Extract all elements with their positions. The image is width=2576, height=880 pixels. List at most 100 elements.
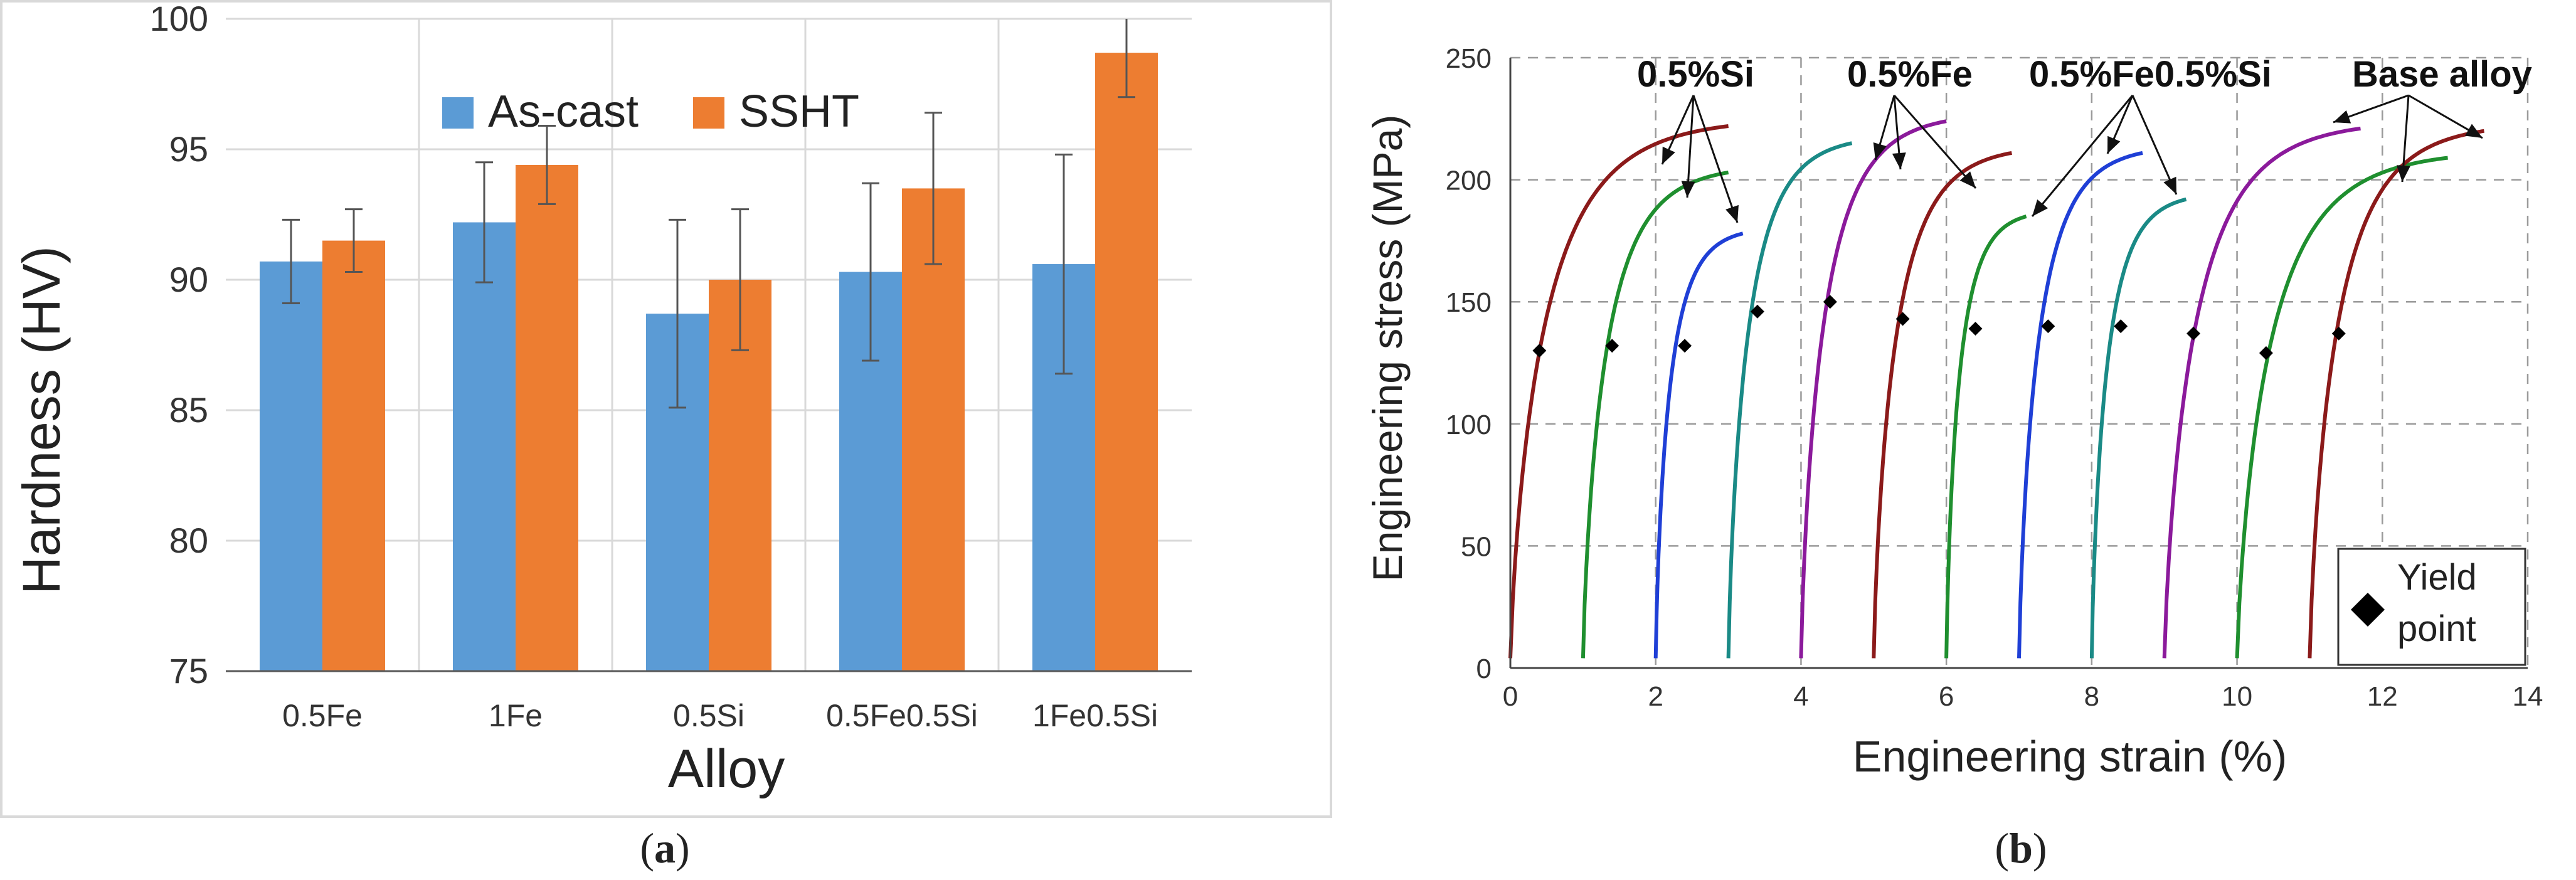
- panel-b-y-tick-label: 100: [1446, 410, 1492, 440]
- yield-point-marker: [1605, 339, 1619, 353]
- panel-a-y-ticks: 75 80 85 90 95 100: [150, 0, 208, 691]
- panel-b-legend: Yield point: [2337, 548, 2526, 666]
- bar-ssht-0.5fe: [322, 240, 385, 672]
- yield-point-marker: [1678, 339, 1692, 353]
- panel-b-x-tick-label: 2: [1648, 681, 1663, 712]
- panel-a-y-tick-label: 95: [169, 129, 208, 169]
- panel-b-y-tick-label: 150: [1446, 287, 1492, 318]
- panel-b-x-tick-label: 10: [2222, 681, 2252, 712]
- annotation-base-alloy: Base alloy: [2352, 54, 2532, 95]
- yield-point-marker: [1532, 344, 1547, 358]
- panel-b-gridlines: [1510, 56, 2529, 668]
- yield-point-marker: [2331, 326, 2346, 341]
- legend-label-as-cast: As-cast: [488, 87, 639, 137]
- annotation-0-5-si: 0.5%Si: [1637, 54, 1754, 95]
- annotation-arrow-line: [2031, 95, 2134, 217]
- bar-ssht-1fe: [516, 164, 578, 672]
- annotation-arrow-line: [2131, 95, 2178, 195]
- annotation-arrowhead-icon: [1725, 204, 1739, 223]
- bar-ssht-1fe0.5si: [1095, 53, 1158, 671]
- panel-b-y-tick-label: 250: [1446, 43, 1492, 74]
- panel-a-y-tick-label: 85: [169, 390, 208, 430]
- stress-strain-curve: [1508, 124, 1729, 659]
- panel-a-x-tick-label: 1Fe0.5Si: [1032, 698, 1158, 733]
- panel-b-stress-strain-chart: 0 50 100 150 200 250 0 2 4 6 8 10 12 14 Engineering …: [1364, 43, 2543, 872]
- panel-a-gridlines: [226, 18, 1192, 671]
- panel-a-x-tick-label: 0.5Fe0.5Si: [826, 698, 978, 733]
- annotation-arrowhead-icon: [1892, 152, 1906, 169]
- annotation-arrowhead-icon: [1681, 181, 1695, 198]
- panel-a-y-tick-label: 100: [150, 0, 208, 38]
- yield-point-marker: [2114, 319, 2128, 334]
- panel-a-x-tick-label: 0.5Fe: [282, 698, 363, 733]
- bar-as-cast-0.5fe: [260, 261, 322, 671]
- annotation-arrow-line: [1686, 95, 1695, 198]
- annotation-arrowhead-icon: [2333, 110, 2351, 124]
- panel-b-x-tick-label: 0: [1503, 681, 1518, 712]
- panel-a-y-tick-label: 75: [169, 651, 208, 691]
- panel-a-x-tick-label: 0.5Si: [673, 698, 745, 733]
- panel-b-x-tick-label: 12: [2367, 681, 2398, 712]
- stress-strain-curve: [2162, 126, 2361, 659]
- annotation-0-5-fe-0-5-si: 0.5%Fe0.5%Si: [2029, 54, 2272, 95]
- stress-strain-curve: [1726, 141, 1853, 659]
- panel-b-y-tick-label: 50: [1461, 531, 1492, 562]
- legend-swatch-as-cast: [442, 97, 474, 129]
- annotation-arrowhead-icon: [2032, 199, 2049, 216]
- stress-strain-curve: [2017, 151, 2143, 659]
- panel-a-y-tick-label: 80: [169, 521, 208, 560]
- panel-b-x-tick-label: 8: [2084, 681, 2099, 712]
- annotation-arrowhead-icon: [2396, 165, 2410, 182]
- panel-a-frame: [0, 0, 1332, 818]
- yield-point-marker: [2186, 326, 2201, 341]
- annotation-arrowhead-icon: [1873, 142, 1887, 160]
- panel-b-yield-markers: [1532, 295, 2346, 360]
- stress-strain-curve: [1872, 151, 2013, 659]
- panel-b-caption-letter: b: [2009, 824, 2033, 872]
- panel-a-bars: [260, 19, 1158, 672]
- panel-b-y-tick-label: 0: [1476, 654, 1492, 684]
- bar-ssht-0.5fe0.5si: [902, 188, 965, 671]
- stress-strain-curve: [1944, 215, 2028, 659]
- panel-a-x-ticks: 0.5Fe 1Fe 0.5Si 0.5Fe0.5Si 1Fe0.5Si: [282, 698, 1158, 733]
- bar-as-cast-1fe: [453, 222, 516, 672]
- annotation-arrowhead-icon: [2107, 135, 2121, 154]
- panel-b-y-tick-label: 200: [1446, 166, 1492, 196]
- annotation-arrowhead-icon: [1662, 146, 1675, 164]
- yield-point-marker: [2041, 319, 2055, 334]
- annotation-arrowhead-icon: [1959, 171, 1976, 188]
- yield-point-marker: [1968, 322, 1983, 336]
- legend-swatch-ssht: [693, 97, 724, 129]
- panel-a-x-tick-label: 1Fe: [489, 698, 543, 733]
- panel-a-y-axis-label: Hardness (HV): [12, 246, 71, 594]
- panel-b-y-ticks: 0 50 100 150 200 250: [1446, 43, 1492, 684]
- panel-a-caption: (a): [640, 824, 689, 872]
- yield-point-marker: [1823, 295, 1837, 309]
- yield-point-marker: [1895, 312, 1910, 326]
- annotation-arrow-line: [1893, 95, 1977, 189]
- annotation-arrowhead-icon: [2464, 124, 2483, 138]
- panel-b-caption: (b): [1995, 824, 2047, 872]
- panel-b-x-tick-label: 6: [1939, 681, 1954, 712]
- panel-b-annotation-arrows: [1661, 94, 2483, 223]
- panel-a-legend: As-cast SSHT: [442, 87, 859, 137]
- stress-strain-curve: [1653, 231, 1744, 659]
- panel-a-y-tick-label: 90: [169, 260, 208, 299]
- annotation-arrowhead-icon: [2163, 176, 2176, 194]
- panel-b-x-ticks: 0 2 4 6 8 10 12 14: [1503, 681, 2543, 712]
- legend-label-ssht: SSHT: [739, 87, 859, 137]
- panel-a-x-axis-label: Alloy: [668, 739, 785, 799]
- stress-strain-curve: [2089, 197, 2187, 659]
- panel-b-x-tick-label: 14: [2513, 681, 2543, 712]
- yield-point-diamond-icon: [2351, 593, 2385, 627]
- yield-point-marker: [2259, 346, 2273, 360]
- panel-b-x-tick-label: 4: [1793, 681, 1808, 712]
- panel-a-caption-letter: a: [654, 824, 676, 872]
- panel-b-y-axis-label: Engineering stress (MPa): [1364, 115, 1411, 582]
- annotation-arrow-line: [1692, 95, 1739, 223]
- annotation-0-5-fe: 0.5%Fe: [1847, 54, 1973, 95]
- stress-strain-curve: [2235, 156, 2448, 659]
- stress-strain-curve: [2308, 129, 2484, 659]
